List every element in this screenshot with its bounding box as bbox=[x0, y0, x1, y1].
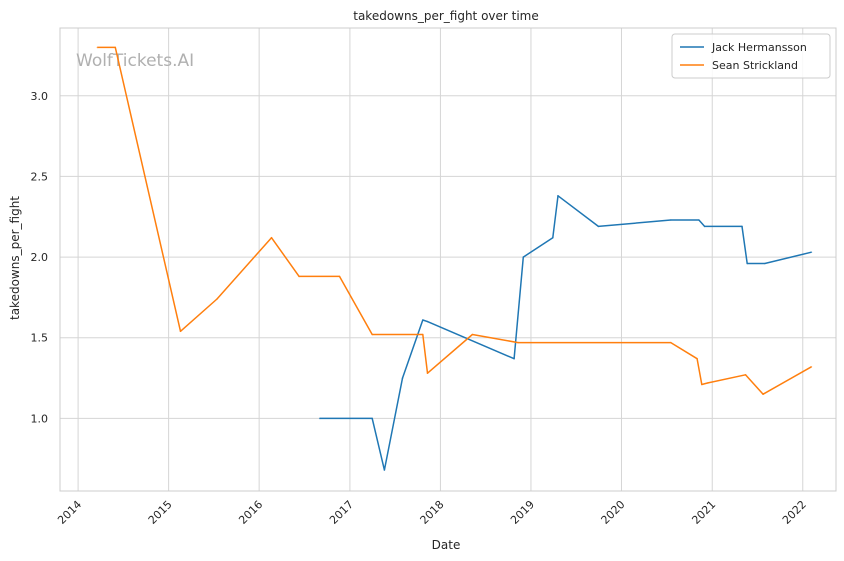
y-tick-label: 1.5 bbox=[31, 332, 49, 345]
plot-frame bbox=[59, 27, 837, 492]
data-point bbox=[744, 374, 747, 376]
series-sean-strickland bbox=[96, 46, 813, 396]
y-axis-ticks: 1.0 1.5 2.0 2.5 3.0 bbox=[31, 90, 49, 426]
data-point bbox=[741, 225, 743, 228]
data-point bbox=[810, 251, 813, 253]
data-point bbox=[698, 219, 700, 221]
data-point bbox=[426, 372, 429, 375]
data-point bbox=[703, 225, 706, 228]
data-point bbox=[270, 236, 273, 239]
legend-label: Jack Hermansson bbox=[711, 41, 807, 54]
y-tick-label: 2.5 bbox=[31, 170, 49, 183]
series-layer bbox=[96, 46, 813, 471]
data-point bbox=[522, 256, 525, 258]
y-axis-label: takedowns_per_fight bbox=[8, 196, 22, 320]
data-point bbox=[96, 46, 99, 49]
data-point bbox=[552, 236, 554, 239]
data-point bbox=[557, 195, 559, 197]
series-line bbox=[319, 195, 812, 471]
y-tick-label: 3.0 bbox=[31, 90, 49, 103]
data-point bbox=[670, 219, 672, 221]
chart-title: takedowns_per_fight over time bbox=[353, 9, 539, 23]
data-point bbox=[701, 383, 703, 386]
data-point bbox=[426, 320, 429, 323]
grid-lines bbox=[60, 28, 836, 491]
data-point bbox=[422, 333, 424, 336]
data-point bbox=[517, 341, 519, 344]
data-point bbox=[422, 319, 424, 321]
data-point bbox=[707, 382, 709, 384]
data-point bbox=[216, 298, 218, 300]
data-point bbox=[401, 377, 404, 379]
y-tick-label: 1.0 bbox=[31, 412, 49, 425]
x-axis-label: Date bbox=[432, 538, 461, 552]
data-point bbox=[318, 417, 321, 420]
data-point bbox=[764, 262, 766, 265]
data-point bbox=[471, 333, 474, 336]
data-point bbox=[810, 366, 813, 368]
data-point bbox=[746, 262, 748, 265]
data-point bbox=[696, 357, 698, 360]
data-point bbox=[338, 275, 341, 278]
data-point bbox=[371, 417, 374, 420]
watermark: WolfTickets.AI bbox=[76, 51, 194, 71]
legend-label: Sean Strickland bbox=[712, 59, 798, 72]
data-point bbox=[298, 275, 300, 278]
y-tick-label: 2.0 bbox=[31, 251, 49, 264]
data-point bbox=[670, 341, 672, 344]
data-point bbox=[513, 357, 515, 360]
series-jack-hermansson bbox=[318, 195, 813, 471]
data-point bbox=[371, 333, 374, 336]
data-point bbox=[114, 46, 117, 49]
data-point bbox=[762, 393, 764, 396]
data-point bbox=[383, 469, 386, 471]
data-point bbox=[179, 330, 182, 333]
legend: Jack Hermansson Sean Strickland bbox=[671, 33, 831, 79]
data-point bbox=[597, 225, 600, 228]
legend-box bbox=[671, 33, 831, 79]
